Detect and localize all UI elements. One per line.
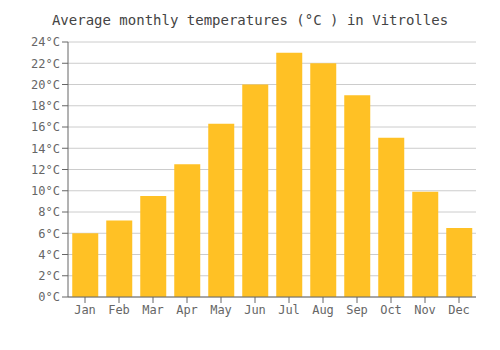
- svg-text:Apr: Apr: [176, 303, 198, 317]
- svg-text:18°C: 18°C: [31, 99, 60, 113]
- svg-text:Nov: Nov: [414, 303, 436, 317]
- svg-text:Jun: Jun: [244, 303, 266, 317]
- svg-text:14°C: 14°C: [31, 142, 60, 156]
- svg-text:Dec: Dec: [448, 303, 470, 317]
- svg-text:16°C: 16°C: [31, 120, 60, 134]
- svg-text:Jul: Jul: [278, 303, 300, 317]
- svg-text:0°C: 0°C: [38, 290, 60, 304]
- svg-text:Oct: Oct: [380, 303, 402, 317]
- svg-text:Aug: Aug: [312, 303, 334, 317]
- svg-text:8°C: 8°C: [38, 205, 60, 219]
- svg-text:Jan: Jan: [74, 303, 96, 317]
- svg-text:24°C: 24°C: [31, 35, 60, 49]
- svg-text:20°C: 20°C: [31, 78, 60, 92]
- svg-text:22°C: 22°C: [31, 57, 60, 71]
- svg-text:10°C: 10°C: [31, 184, 60, 198]
- svg-text:2°C: 2°C: [38, 269, 60, 283]
- svg-text:4°C: 4°C: [38, 248, 60, 262]
- svg-text:Sep: Sep: [346, 303, 368, 317]
- svg-text:Feb: Feb: [108, 303, 130, 317]
- html-text:Average monthly temperatures (: Average monthly temperatures (°C ) in Vi…: [51, 12, 449, 28]
- svg-text:May: May: [210, 303, 232, 317]
- svg-text:6°C: 6°C: [38, 227, 60, 241]
- svg-text:12°C: 12°C: [31, 163, 60, 177]
- svg-text:Mar: Mar: [142, 303, 164, 317]
